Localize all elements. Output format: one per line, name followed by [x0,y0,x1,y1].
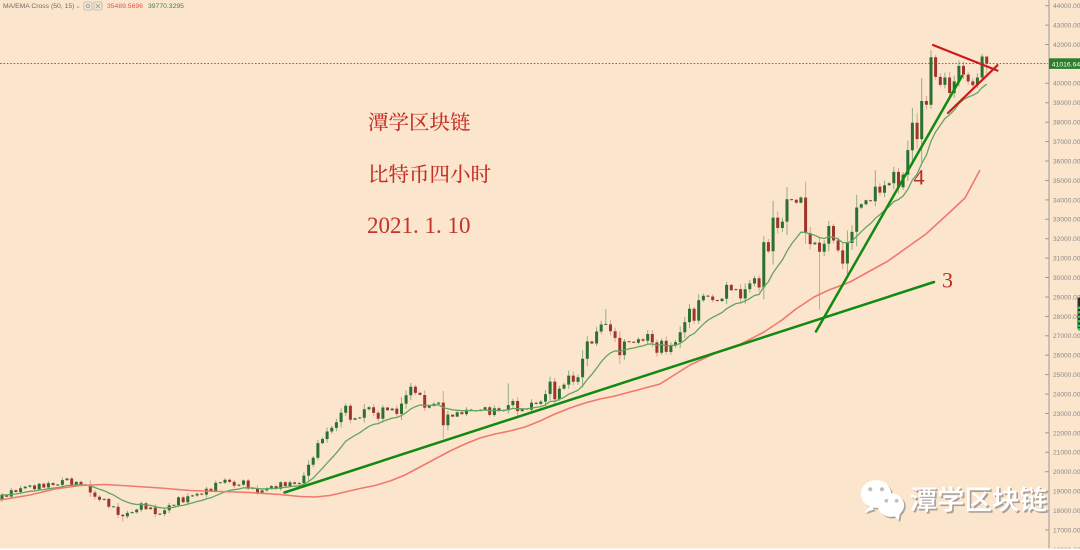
svg-text:35489.5696: 35489.5696 [107,3,143,10]
svg-text:43000.00: 43000.00 [1053,23,1080,30]
svg-text:⌄: ⌄ [75,3,81,10]
svg-text:MA/EMA Cross (50, 15): MA/EMA Cross (50, 15) [3,3,74,10]
svg-text:37000.00: 37000.00 [1053,139,1080,146]
svg-text:39000.00: 39000.00 [1053,100,1080,107]
svg-text:2021. 1. 10: 2021. 1. 10 [367,213,471,238]
svg-text:20000.00: 20000.00 [1053,469,1080,476]
svg-text:41016.64: 41016.64 [1052,62,1080,69]
svg-text:44000.00: 44000.00 [1053,3,1080,10]
svg-text:19000.00: 19000.00 [1053,489,1080,496]
svg-text:35000.00: 35000.00 [1053,178,1080,185]
svg-text:21000.00: 21000.00 [1053,450,1080,457]
svg-text:33000.00: 33000.00 [1053,217,1080,224]
svg-text:31000.00: 31000.00 [1053,256,1080,263]
svg-text:28000.00: 28000.00 [1053,314,1080,321]
svg-text:30000.00: 30000.00 [1053,275,1080,282]
svg-text:34000.00: 34000.00 [1053,197,1080,204]
svg-text:22000.00: 22000.00 [1053,430,1080,437]
svg-text:24000.00: 24000.00 [1053,392,1080,399]
svg-text:42000.00: 42000.00 [1053,42,1080,49]
svg-text:29000.00: 29000.00 [1053,294,1080,301]
svg-text:39770.3295: 39770.3295 [148,3,184,10]
svg-text:38000.00: 38000.00 [1053,120,1080,127]
svg-text:16000.00: 16000.00 [1053,547,1080,550]
svg-text:27000.00: 27000.00 [1053,333,1080,340]
svg-text:32000.00: 32000.00 [1053,236,1080,243]
svg-text:17000.00: 17000.00 [1053,527,1080,534]
svg-text:36000.00: 36000.00 [1053,158,1080,165]
svg-text:18000.00: 18000.00 [1053,508,1080,515]
svg-text:26000.00: 26000.00 [1053,353,1080,360]
svg-text:40000.00: 40000.00 [1053,81,1080,88]
svg-text:3: 3 [942,268,953,293]
svg-text:23000.00: 23000.00 [1053,411,1080,418]
svg-text:4: 4 [914,165,925,190]
svg-text:25000.00: 25000.00 [1053,372,1080,379]
